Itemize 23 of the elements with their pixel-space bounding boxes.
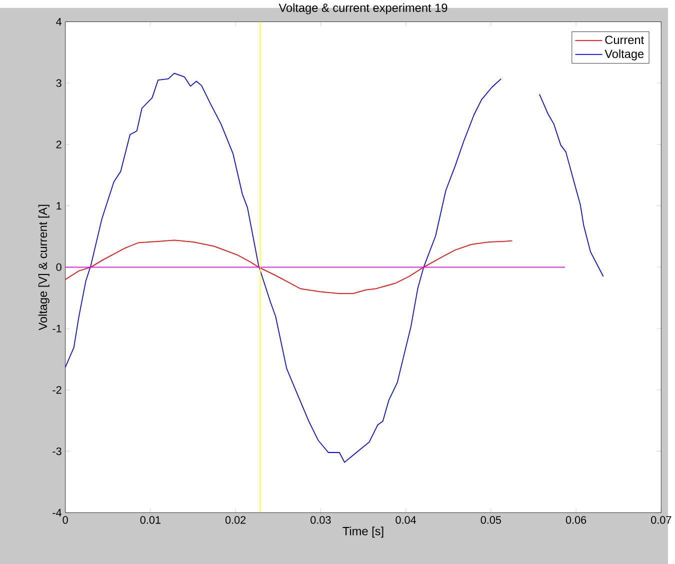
line-series bbox=[65, 240, 513, 294]
x-tick-label: 0.04 bbox=[396, 516, 416, 524]
y-tick-label: -3 bbox=[52, 447, 62, 456]
y-tick-label: -4 bbox=[52, 508, 62, 516]
legend-label: Voltage bbox=[604, 49, 644, 60]
y-tick-label: 0 bbox=[56, 263, 62, 271]
y-axis-title: Voltage [V] & current [A] bbox=[38, 204, 50, 330]
x-tick-label: 0.01 bbox=[140, 516, 160, 524]
x-axis-title: Time [s] bbox=[342, 526, 384, 538]
legend-label: Current bbox=[605, 36, 644, 44]
x-tick-label: 0.02 bbox=[225, 516, 246, 524]
x-tick-label: 0 bbox=[62, 516, 68, 524]
y-tick-label: 4 bbox=[56, 18, 62, 26]
y-tick-label: 3 bbox=[56, 79, 62, 87]
x-tick-label: 0.05 bbox=[480, 516, 502, 524]
x-tick-label: 0.07 bbox=[651, 516, 672, 524]
y-tick-label: -1 bbox=[52, 324, 62, 332]
y-tick-label: -2 bbox=[52, 386, 62, 394]
x-tick-label: 0.03 bbox=[310, 516, 331, 524]
chart-title: Voltage & current experiment 19 bbox=[278, 3, 448, 14]
y-tick-label: 1 bbox=[56, 202, 62, 210]
x-tick-label: 0.06 bbox=[566, 516, 586, 524]
y-tick-label: 2 bbox=[56, 140, 62, 148]
